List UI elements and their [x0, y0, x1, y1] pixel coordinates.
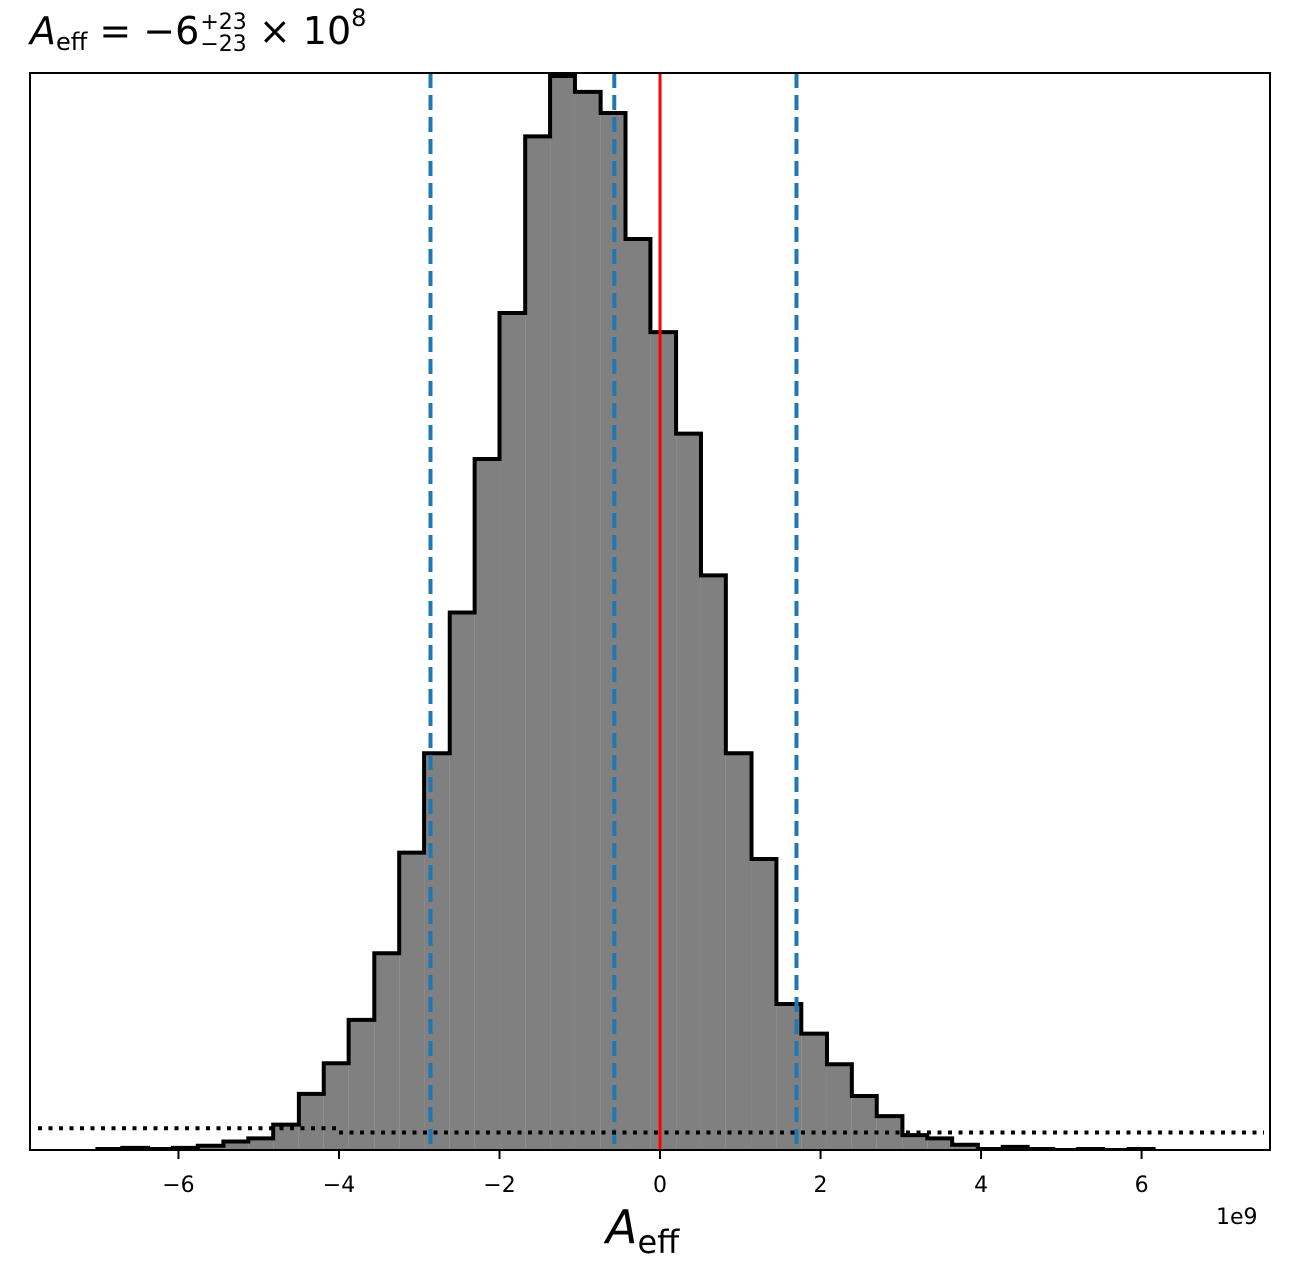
histogram-bar: [399, 852, 425, 1150]
x-tick-label: −6: [162, 1173, 194, 1198]
chart-title: Aeff = −6 +23 −23 × 108: [30, 4, 366, 56]
x-ticks-layer: −6 −4 −2 0 2 4 6: [162, 1150, 1149, 1198]
histogram-bar: [851, 1096, 877, 1150]
histogram-layer: [95, 74, 1156, 1150]
histogram-bar: [323, 1063, 349, 1150]
histogram-outline: [95, 74, 1156, 1150]
histogram-bar: [525, 136, 551, 1150]
histogram-bar: [952, 1144, 978, 1150]
histogram-bar: [298, 1093, 324, 1150]
histogram-bar: [374, 953, 400, 1150]
x-axis-symbol: A: [606, 1200, 638, 1254]
histogram-bar: [197, 1145, 224, 1150]
histogram-bar: [424, 753, 450, 1150]
histogram-bar: [499, 313, 526, 1150]
title-value: = −6: [87, 9, 200, 53]
histogram-bar: [574, 91, 601, 1150]
histogram-bar: [550, 76, 575, 1150]
plot-frame: [29, 72, 1271, 1151]
histogram-bar: [725, 753, 752, 1150]
histogram-bar: [927, 1138, 953, 1150]
histogram-bar: [902, 1135, 928, 1150]
histogram-bar: [449, 612, 475, 1150]
x-tick-label: −2: [483, 1173, 515, 1198]
title-upper-error: +23: [200, 9, 247, 35]
x-axis-offset-text: 1e9: [1216, 1205, 1258, 1230]
histogram-bar: [223, 1141, 249, 1150]
histogram-bar: [751, 859, 777, 1150]
histogram-bar: [348, 1019, 375, 1150]
title-errors: +23 −23: [200, 9, 247, 57]
histogram-bar: [650, 332, 677, 1150]
x-axis-label: Aeff: [606, 1200, 679, 1261]
x-tick-label: 4: [974, 1173, 988, 1198]
title-symbol-subscript: eff: [56, 28, 88, 56]
title-lower-error: −23: [200, 31, 247, 57]
histogram-bar: [248, 1138, 274, 1150]
histogram-bar: [625, 238, 651, 1150]
histogram-bar: [474, 459, 500, 1150]
title-times: × 10: [246, 9, 352, 53]
x-tick-label: 0: [653, 1173, 667, 1198]
x-axis-symbol-subscript: eff: [637, 1223, 680, 1261]
histogram-bar: [273, 1124, 299, 1150]
histogram-bar: [676, 433, 701, 1150]
histogram-bar: [700, 575, 726, 1150]
title-exponent: 8: [351, 4, 367, 32]
x-tick-label: 2: [814, 1173, 828, 1198]
x-tick-label: 6: [1135, 1173, 1149, 1198]
vertical-lines-layer: [428, 73, 799, 1150]
prior-line-layer: [38, 1126, 1264, 1135]
histogram-bar: [826, 1064, 852, 1150]
x-tick-label: −4: [323, 1173, 355, 1198]
title-symbol: A: [30, 9, 56, 53]
